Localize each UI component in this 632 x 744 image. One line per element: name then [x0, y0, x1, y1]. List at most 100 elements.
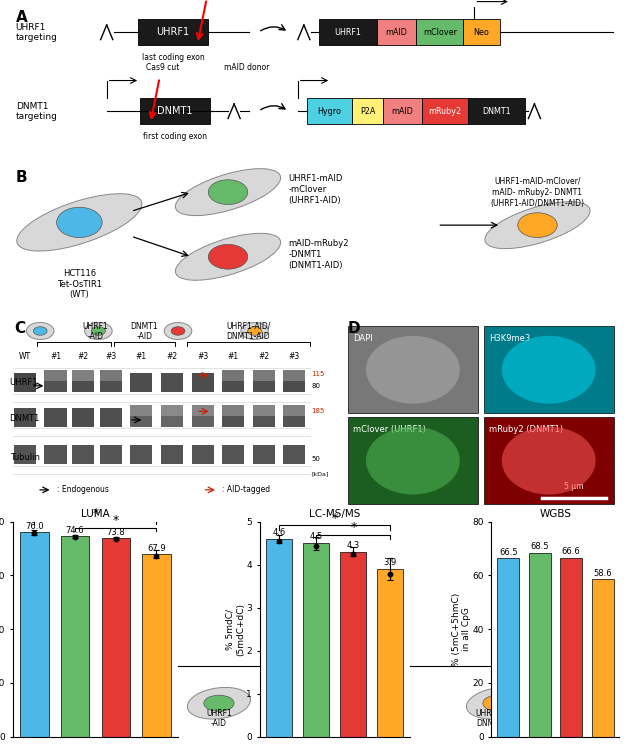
Bar	[44, 408, 66, 426]
FancyBboxPatch shape	[377, 19, 416, 45]
Point	[348, 548, 358, 559]
Text: UHRF1-mAID-mClover/: UHRF1-mAID-mClover/	[494, 176, 581, 185]
Text: A: A	[16, 10, 27, 25]
Ellipse shape	[57, 208, 102, 237]
Text: [kDa]: [kDa]	[311, 471, 329, 476]
Bar	[161, 446, 183, 464]
Bar	[130, 446, 152, 464]
Bar	[130, 373, 152, 391]
Text: 58.6: 58.6	[593, 568, 612, 578]
Text: DNMT1: DNMT1	[482, 106, 511, 116]
FancyBboxPatch shape	[140, 98, 210, 124]
Text: UHRF1: UHRF1	[157, 28, 190, 37]
Ellipse shape	[502, 336, 595, 404]
Text: E: E	[16, 524, 26, 539]
Text: DNMT1: DNMT1	[157, 106, 193, 116]
Text: D: D	[348, 321, 360, 336]
Text: B: B	[16, 170, 27, 185]
Text: DNMT1
-AID: DNMT1 -AID	[131, 322, 158, 341]
Ellipse shape	[176, 234, 281, 280]
Text: #1: #1	[228, 352, 239, 361]
Bar	[191, 446, 214, 464]
Text: #2: #2	[166, 352, 178, 361]
Point	[151, 550, 161, 562]
FancyBboxPatch shape	[307, 98, 353, 124]
Text: last coding exon: last coding exon	[142, 53, 205, 62]
Bar	[100, 370, 122, 381]
Ellipse shape	[518, 213, 557, 237]
Text: *: *	[350, 521, 356, 534]
Text: (DNMT1-AID): (DNMT1-AID)	[289, 260, 343, 269]
Ellipse shape	[502, 426, 595, 495]
FancyBboxPatch shape	[353, 98, 383, 124]
Bar	[222, 370, 244, 381]
Bar	[377, 569, 403, 737]
Bar	[191, 408, 214, 426]
Text: UHRF1-AID/
DNMT1-AID: UHRF1-AID/ DNMT1-AID	[476, 708, 520, 728]
Bar	[161, 405, 183, 416]
Bar	[222, 405, 244, 416]
Bar	[72, 408, 94, 426]
Text: mClover (UHRF1): mClover (UHRF1)	[353, 425, 426, 434]
Title: LC-MS/MS: LC-MS/MS	[309, 510, 360, 519]
Bar	[283, 446, 305, 464]
Text: DNMT1
targeting: DNMT1 targeting	[16, 101, 58, 121]
Bar	[283, 408, 305, 426]
Text: : AID-tagged: : AID-tagged	[222, 485, 270, 494]
Ellipse shape	[42, 687, 105, 719]
Text: UHRF1-mAID: UHRF1-mAID	[289, 174, 343, 183]
Ellipse shape	[171, 327, 185, 336]
Text: #2: #2	[78, 352, 88, 361]
Bar	[283, 370, 305, 381]
Bar	[253, 446, 275, 464]
FancyBboxPatch shape	[383, 98, 422, 124]
Text: 185: 185	[311, 408, 325, 414]
Text: WT: WT	[19, 352, 31, 361]
Ellipse shape	[33, 327, 47, 336]
Text: HCT116
Tet-OsTIR1
(WT): HCT116 Tet-OsTIR1 (WT)	[57, 269, 102, 299]
Bar	[497, 558, 520, 737]
Bar	[130, 405, 152, 416]
Text: mAID: mAID	[386, 28, 408, 36]
Text: Hygro: Hygro	[318, 106, 342, 116]
Ellipse shape	[204, 695, 234, 711]
Bar	[303, 543, 329, 737]
Ellipse shape	[485, 202, 590, 248]
Bar	[222, 446, 244, 464]
Text: mAID donor: mAID donor	[224, 63, 269, 72]
Point	[274, 535, 284, 547]
Ellipse shape	[366, 336, 460, 404]
Bar	[161, 408, 183, 426]
Text: 3.9: 3.9	[384, 558, 397, 567]
Bar	[283, 405, 305, 416]
FancyBboxPatch shape	[416, 19, 463, 45]
Ellipse shape	[355, 695, 386, 711]
Text: #3: #3	[105, 352, 116, 361]
Text: Tubulin: Tubulin	[9, 453, 40, 462]
Text: mAID- mRuby2- DNMT1: mAID- mRuby2- DNMT1	[492, 187, 583, 196]
Ellipse shape	[241, 322, 269, 339]
Text: UHRF1
-AID: UHRF1 -AID	[82, 322, 108, 341]
Ellipse shape	[366, 426, 460, 495]
Text: 66.6: 66.6	[562, 548, 580, 557]
Text: Cas9 cut: Cas9 cut	[146, 63, 179, 72]
Ellipse shape	[466, 687, 530, 719]
Bar	[341, 552, 366, 737]
Text: mAID: mAID	[391, 106, 413, 116]
Ellipse shape	[17, 193, 142, 251]
FancyBboxPatch shape	[422, 98, 468, 124]
Ellipse shape	[187, 687, 250, 719]
Text: (UHRF1-AID/DNMT1-AID): (UHRF1-AID/DNMT1-AID)	[490, 199, 585, 208]
Text: UHRF1: UHRF1	[334, 28, 362, 36]
Title: LUMA: LUMA	[81, 510, 110, 519]
Y-axis label: % 5mdC/
(5mdC+dC): % 5mdC/ (5mdC+dC)	[226, 603, 245, 655]
Ellipse shape	[209, 244, 248, 269]
FancyBboxPatch shape	[483, 417, 614, 504]
Text: (UHRF1-AID): (UHRF1-AID)	[289, 196, 341, 205]
Text: 73.8: 73.8	[106, 527, 125, 536]
Text: #3: #3	[289, 352, 300, 361]
Text: 67.9: 67.9	[147, 544, 166, 553]
Text: #1: #1	[50, 352, 61, 361]
Ellipse shape	[248, 327, 262, 336]
Text: 5 µm: 5 µm	[564, 482, 583, 491]
